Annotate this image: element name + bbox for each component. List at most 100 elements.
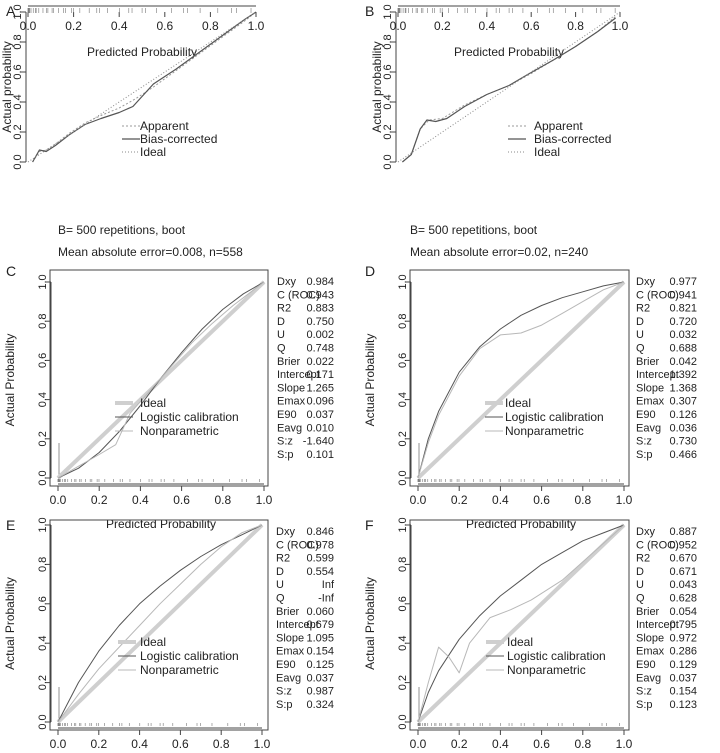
stat-name: Eavg: [636, 422, 661, 434]
series-logistic: [417, 524, 625, 723]
y-tick-label: 0.4: [12, 94, 24, 109]
y-tick-label: 0.0: [37, 714, 49, 729]
stat-value: 0.037: [306, 672, 334, 684]
stat-value: 0.978: [306, 539, 334, 551]
footer-text: B= 500 repetitions, boot: [410, 223, 538, 237]
stat-name: Dxy: [636, 276, 655, 288]
stat-value: 1.392: [669, 369, 697, 381]
y-tick-label: 0.0: [12, 154, 24, 169]
series-idealthick: [56, 280, 266, 480]
panel-label: C: [6, 263, 16, 279]
stat-value: 0.883: [306, 303, 334, 315]
y-tick-label: 0.2: [397, 431, 409, 446]
x-axis-label: Predicted Probability: [87, 45, 197, 59]
stat-name: Dxy: [277, 276, 296, 288]
stat-value: 0.821: [669, 303, 697, 315]
y-tick-label: 1.0: [12, 4, 24, 19]
series-biascorrected: [402, 17, 616, 163]
stat-value: 0.977: [669, 276, 697, 288]
stat-name: E90: [277, 409, 297, 421]
stat-value: 0.628: [669, 593, 697, 605]
stat-name: S:p: [636, 449, 653, 461]
stat-name: S:z: [636, 436, 652, 448]
stat-value: 0.466: [669, 449, 697, 461]
stat-value: 0.060: [306, 606, 334, 618]
y-tick-label: 0.8: [397, 314, 409, 329]
x-tick-label: 0.6: [173, 493, 190, 507]
legend-label: Ideal: [507, 635, 533, 649]
stat-value: 0.972: [669, 632, 697, 644]
x-tick-label: 1.0: [248, 19, 265, 33]
stat-name: S:p: [636, 699, 653, 711]
stat-value: 0.887: [669, 526, 697, 538]
y-tick-label: 1.0: [382, 4, 394, 19]
stat-value: 0.002: [306, 329, 334, 341]
stat-name: S:z: [277, 436, 293, 448]
y-tick-label: 0.8: [37, 314, 49, 329]
x-tick-label: 0.8: [202, 19, 219, 33]
stat-name: Dxy: [276, 526, 295, 538]
stat-value: 1.095: [306, 632, 334, 644]
stat-value: 0.286: [669, 646, 697, 658]
x-tick-label: 1.0: [256, 493, 273, 507]
legend-label: Ideal: [140, 396, 166, 410]
stat-value: 0.720: [669, 316, 697, 328]
footer-text: B= 500 repetitions, boot: [58, 223, 186, 237]
x-tick-label: 0.4: [492, 493, 509, 507]
x-tick-label: 1.0: [612, 19, 629, 33]
stat-value: 0.554: [306, 566, 334, 578]
series-ideal: [27, 11, 257, 163]
stat-value: 0.943: [306, 289, 334, 301]
y-axis-label: Actual Probability: [363, 334, 377, 427]
y-tick-label: 0.8: [12, 34, 24, 49]
stat-name: E90: [636, 409, 656, 421]
y-tick-label: 0.2: [382, 124, 394, 139]
stat-name: Emax: [636, 646, 665, 658]
y-tick-label: 0.2: [397, 675, 409, 690]
stat-name: D: [636, 316, 644, 328]
stat-name: C (ROC): [636, 539, 679, 551]
x-tick-label: 1.0: [616, 493, 633, 507]
x-tick-label: 0.8: [214, 493, 231, 507]
y-tick-label: 0.0: [397, 470, 409, 485]
stat-name: D: [636, 566, 644, 578]
stat-value: 0.043: [669, 579, 697, 591]
stat-value: 0.670: [669, 553, 697, 565]
x-tick-label: 0.6: [533, 737, 550, 751]
legend-label: Nonparametric: [140, 663, 219, 677]
stat-value: 0.952: [669, 539, 697, 551]
stat-name: C (ROC): [276, 539, 319, 551]
y-tick-label: 1.0: [37, 274, 49, 289]
series-nonparam: [57, 524, 263, 723]
stat-value: 0.941: [669, 289, 697, 301]
legend-label: Ideal: [505, 396, 531, 410]
stat-value: 0.129: [669, 659, 697, 671]
panel-d: D 0.00.0 0.2 0.2 0.4 0.4 0.6 0.6 0.8 0.8 1.0 1.0 Pre…: [363, 263, 697, 531]
y-tick-label: 0.0: [382, 154, 394, 169]
y-tick-label: 0.6: [37, 596, 49, 611]
series-idealthick: [416, 523, 626, 724]
x-tick-label: 0.0: [410, 493, 427, 507]
stat-name: Brier: [276, 606, 300, 618]
x-axis-label: Predicted Probability: [454, 45, 564, 59]
x-tick-label: 0.4: [111, 19, 128, 33]
x-tick-label: 0.2: [90, 737, 107, 751]
stat-value: 0.984: [306, 276, 334, 288]
y-tick-label: 0.0: [37, 470, 49, 485]
stat-value: Inf: [322, 579, 335, 591]
stat-value: 0.054: [669, 606, 697, 618]
x-tick-label: 0.8: [567, 19, 584, 33]
legend-label: Logistic calibration: [140, 649, 239, 663]
stat-name: Slope: [277, 382, 305, 394]
stat-value: 0.671: [669, 566, 697, 578]
y-axis-label: Actual Probability: [363, 577, 377, 670]
x-axis-label: Predicted Probability: [466, 517, 576, 531]
stat-name: D: [277, 316, 285, 328]
x-tick-label: 0.8: [574, 737, 591, 751]
legend-label: Ideal: [140, 145, 166, 159]
x-tick-label: 0.4: [492, 737, 509, 751]
legend-label: Ideal: [534, 145, 560, 159]
